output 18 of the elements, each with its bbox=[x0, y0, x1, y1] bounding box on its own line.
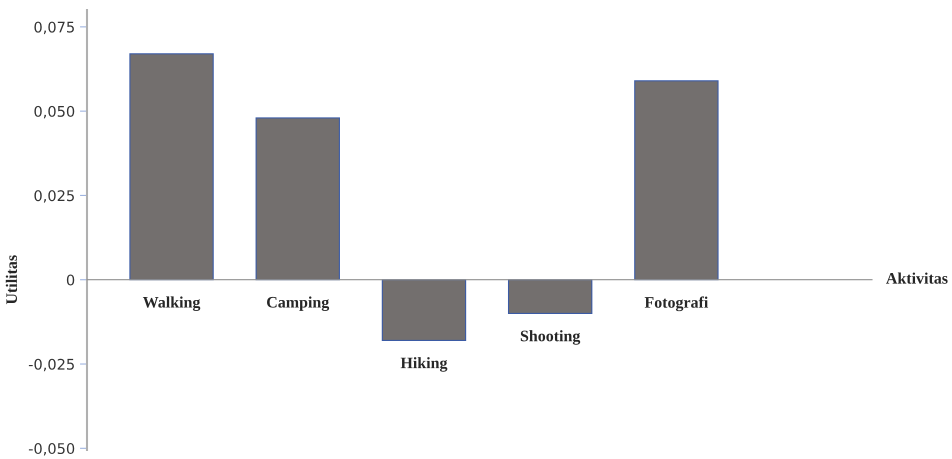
bar bbox=[256, 117, 340, 280]
y-tick-label: -0,025 bbox=[28, 358, 74, 372]
y-tick-label: 0,025 bbox=[34, 190, 74, 203]
bar bbox=[382, 279, 466, 341]
x-tick-label: Hiking bbox=[400, 357, 448, 372]
x-tick-label: Fotografi bbox=[644, 296, 708, 312]
bar bbox=[508, 279, 592, 314]
y-tick-label: -0,050 bbox=[28, 443, 74, 456]
bar bbox=[634, 80, 719, 280]
y-tick-label: 0 bbox=[66, 274, 74, 286]
y-axis-title: Utilitas bbox=[6, 255, 18, 304]
bar bbox=[129, 53, 214, 280]
x-tick-label: Walking bbox=[142, 296, 200, 312]
y-tick-label: 0,050 bbox=[34, 106, 74, 118]
y-tick-label: 0,075 bbox=[34, 22, 74, 34]
x-tick-label: Shooting bbox=[520, 330, 580, 345]
text: Aktivitas bbox=[886, 272, 948, 284]
x-tick-label: Camping bbox=[267, 296, 330, 312]
